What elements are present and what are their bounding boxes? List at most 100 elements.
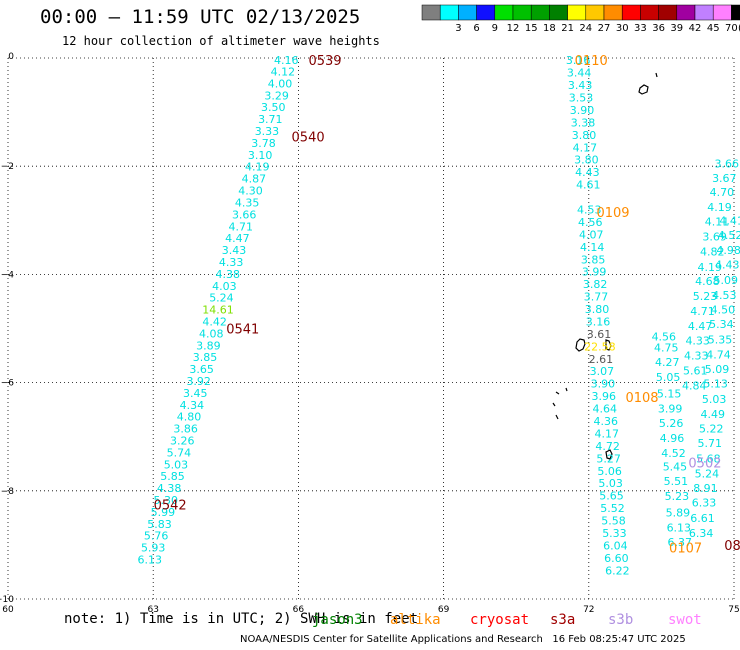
swh-value-label: 4.33	[684, 350, 709, 363]
swh-value-label: 3.44	[567, 67, 592, 80]
swh-value-label: 5.71	[698, 437, 723, 450]
swh-value-label: 4.38	[215, 268, 240, 281]
track-e: 4.41 4.52 4.98 4.43 5.09 4.53 4.505.34 5.35 4.74…	[689, 214, 740, 540]
legend-label: 9	[492, 23, 498, 34]
swh-value-label: 4.80	[177, 411, 202, 424]
swh-value-label: 3.89	[196, 339, 221, 352]
swh-value-label: 3.86	[173, 423, 198, 436]
swh-value-label: 3.71	[258, 113, 283, 126]
swh-value-label: 4.34	[180, 399, 205, 412]
pass-time-labels: 0539 0540 0541 0542 0110 0109 0108 0107 0502 08	[154, 54, 740, 556]
lon-tick-label: 69	[438, 605, 450, 615]
swh-value-label: 3.26	[170, 434, 195, 447]
swh-value-label: 4.52	[661, 447, 686, 460]
pass-time-label: 08	[724, 539, 740, 554]
lon-tick-label: 63	[147, 605, 158, 615]
swh-value-label: 5.65	[599, 490, 624, 503]
island-shape	[605, 339, 612, 351]
swh-value-label: 5.22	[699, 423, 724, 436]
pass-time-label: 0110	[575, 54, 608, 69]
swh-value-label: 5.35	[708, 333, 733, 346]
satellite-name-s3b: s3b	[608, 612, 634, 628]
swh-value-label: 5.23	[665, 490, 690, 503]
swh-value-label: 3.80	[574, 154, 599, 167]
legend-label: 18	[543, 23, 556, 34]
swh-value-label: 5.83	[147, 518, 172, 531]
island-shape	[555, 414, 559, 420]
swh-value-label: 3.80	[572, 129, 597, 142]
lat-tick-label: −4	[1, 270, 15, 280]
swh-value-label: 5.89	[666, 506, 691, 519]
generated-timestamp: 16 Feb 08:25:47 UTC 2025	[552, 634, 686, 645]
swh-value-label: 4.84	[682, 379, 707, 392]
swh-value-label: 3.67	[712, 172, 737, 185]
swh-value-label: 5.15	[657, 387, 682, 400]
swh-value-label: 3.43	[222, 244, 247, 257]
swh-value-label: 4.71	[229, 220, 254, 233]
track-b: 3.163.443.433.533.903.383.804.173.804.43…	[566, 54, 630, 577]
swh-value-label: 4.87	[242, 173, 267, 186]
swh-value-label: 4.61	[576, 179, 601, 192]
swh-value-label: 4.17	[594, 427, 619, 440]
swh-value-label: 6.13	[138, 554, 163, 567]
swh-value-label: 3.66	[714, 157, 739, 170]
lon-tick-label: 66	[293, 605, 305, 615]
swh-value-label: 6.61	[690, 512, 715, 525]
legend-label: 36	[652, 23, 665, 34]
swh-value-label: 4.71	[690, 305, 715, 318]
track-c: 4.564.75 4.27 5.05 5.15 3.995.26 4.96 4.525.45…	[652, 331, 692, 550]
island-shape	[605, 449, 613, 460]
swh-value-label: 4.16	[274, 54, 299, 67]
swh-value-label: 3.10	[248, 149, 273, 162]
lat-tick-label: −6	[1, 379, 15, 389]
swh-value-label: 5.30	[154, 494, 179, 507]
swh-value-label: 5.27	[596, 452, 621, 465]
swh-value-label: 5.24	[209, 292, 234, 305]
swh-value-label: 5.51	[664, 475, 689, 488]
axis-tick-labels: 60 63 66 69 72 75 0 −2 −4 −6 −8 −10	[0, 52, 740, 615]
swh-value-label: 5.26	[659, 417, 684, 430]
legend-label: 33	[634, 23, 647, 34]
swh-value-label: 4.50	[711, 304, 736, 317]
swh-value-label: 6.33	[692, 497, 717, 510]
swh-value-label: 4.19	[245, 161, 270, 174]
swh-value-label: 4.08	[199, 327, 224, 340]
swh-value-label: 14.61	[202, 304, 234, 317]
swh-value-label: 4.96	[660, 432, 685, 445]
legend-swatch	[731, 4, 740, 21]
swh-value-label: 4.36	[593, 415, 618, 428]
swh-value-label: 4.82	[700, 246, 725, 259]
swh-value-label: 5.74	[167, 446, 192, 459]
swh-value-label: 3.85	[193, 351, 218, 364]
swh-value-label: 3.07	[590, 365, 615, 378]
swh-value-label: 3.61	[587, 328, 612, 341]
legend-label: 3	[455, 23, 461, 34]
swh-value-label: 5.33	[602, 527, 627, 540]
swh-value-label: 3.66	[232, 208, 257, 221]
swh-value-label: 4.53	[712, 289, 737, 302]
pass-time-label: 0541	[226, 323, 259, 338]
swh-value-label: 6.60	[604, 552, 629, 565]
swh-value-label: 4.35	[235, 196, 260, 209]
legend-label: 12	[507, 23, 520, 34]
swh-value-label: 4.56	[578, 216, 603, 229]
swh-value-label: 3.16	[586, 315, 611, 328]
legend-label: 70	[725, 23, 738, 34]
swh-value-label: 4.27	[655, 356, 680, 369]
pass-time-label: 0540	[292, 130, 325, 145]
swh-value-label: 5.76	[144, 530, 169, 543]
swh-value-label: 5.03	[164, 458, 189, 471]
pass-time-label: 0502	[688, 457, 721, 472]
swh-value-label: 4.72	[595, 440, 620, 453]
swh-value-label: 4.00	[268, 77, 293, 90]
swh-value-label: 3.29	[264, 89, 289, 102]
swh-value-label: 4.33	[685, 334, 710, 347]
legend-label: 6	[473, 23, 479, 34]
swh-value-label: 4.70	[710, 186, 735, 199]
satellite-name-jason3: jason3	[312, 612, 363, 628]
lat-tick-label: −8	[1, 487, 15, 497]
swh-value-label: 3.80	[585, 303, 610, 316]
swh-value-label: 5.34	[709, 318, 734, 331]
